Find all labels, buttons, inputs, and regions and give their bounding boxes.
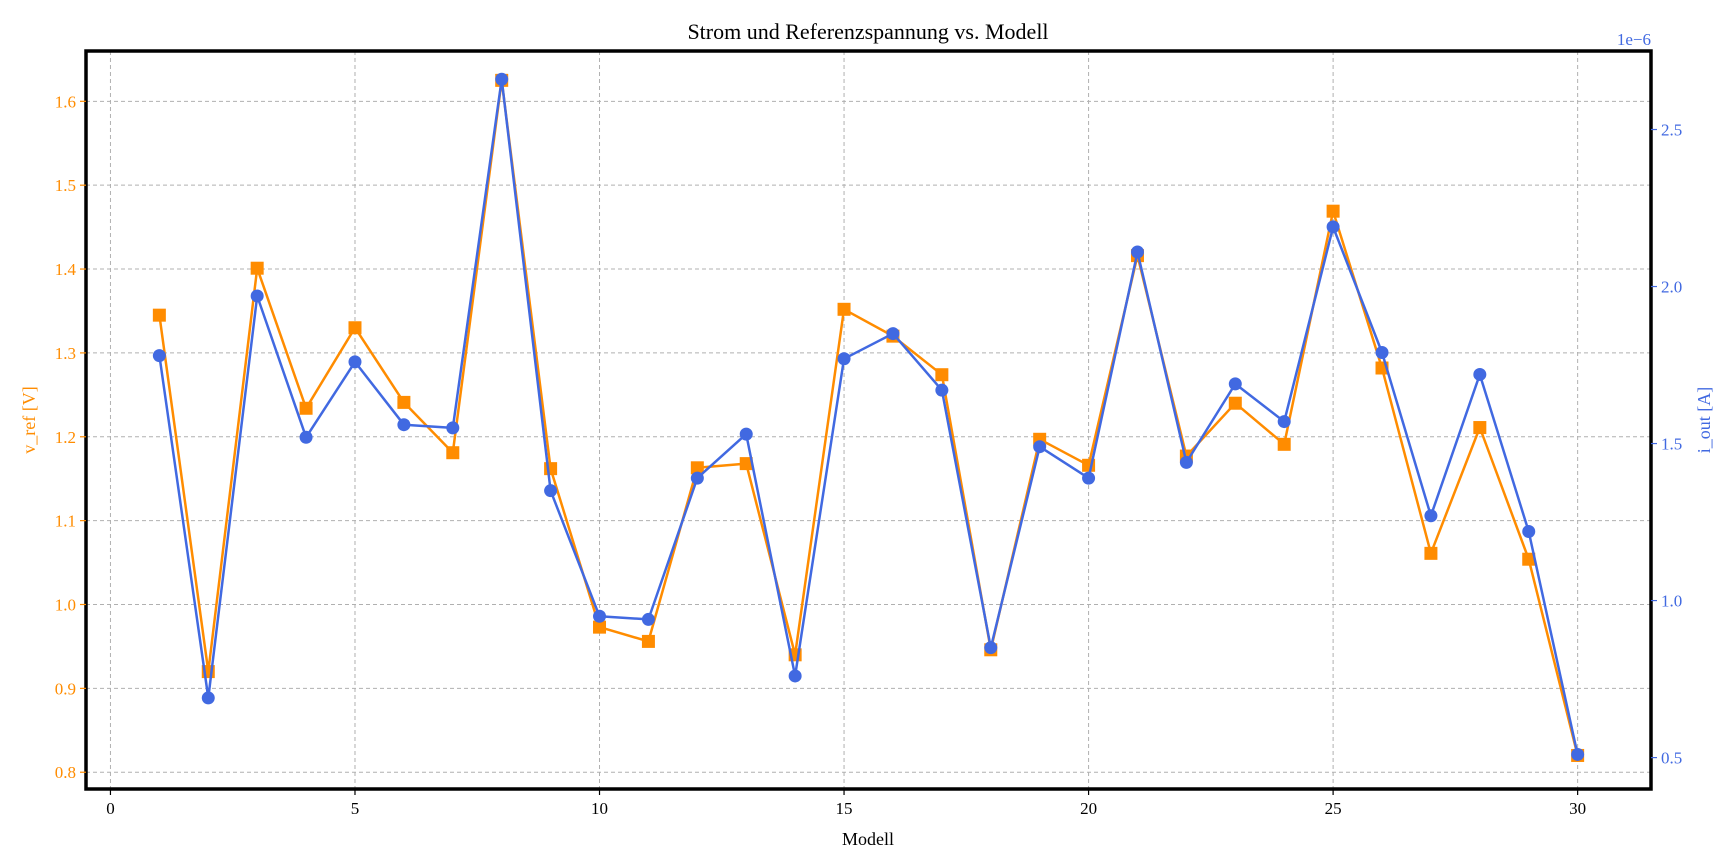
series-left-point: [446, 446, 460, 460]
series-left-point: [299, 401, 313, 415]
y-left-tick-label: 1.1: [55, 512, 76, 531]
series-left-point: [690, 461, 704, 475]
series-left-point: [348, 321, 362, 335]
series-right-point: [1130, 245, 1144, 259]
series-right-point: [1326, 220, 1340, 234]
x-tick-label: 15: [836, 799, 853, 818]
y-left-tick-label: 0.9: [55, 679, 76, 698]
y-left-tick-label: 1.5: [55, 176, 76, 195]
y-right-tick-label: 1.0: [1661, 592, 1682, 611]
right-axis-offset-label: 1e−6: [1617, 30, 1651, 49]
series-left-point: [250, 261, 264, 275]
chart-title: Strom und Referenzspannung vs. Modell: [687, 19, 1048, 44]
series-right-point: [837, 352, 851, 366]
series-left-point: [1326, 204, 1340, 218]
series-right-point: [1277, 415, 1291, 429]
series-right-point: [641, 612, 655, 626]
y-left-tick-label: 1.3: [55, 344, 76, 363]
series-right-point: [544, 484, 558, 498]
series-left-point: [1277, 437, 1291, 451]
series-right-point: [201, 691, 215, 705]
series-right-line: [158, 78, 1579, 755]
y-right-tick-label: 2.5: [1661, 121, 1682, 140]
series-layer: [152, 72, 1585, 762]
series-left-point: [935, 368, 949, 382]
y-left-tick-label: 1.6: [55, 92, 76, 111]
series-right-point: [1375, 345, 1389, 359]
series-right-point: [788, 669, 802, 683]
series-left-point: [544, 462, 558, 476]
series-right-point: [495, 72, 509, 86]
y-right-tick-label: 1.5: [1661, 435, 1682, 454]
series-right-point: [250, 289, 264, 303]
series-right-point: [984, 641, 998, 655]
series-right-point: [1033, 440, 1047, 454]
series-right-point: [1571, 747, 1585, 761]
series-right-point: [1082, 471, 1096, 485]
y-axis-left-label: v_ref [V]: [19, 386, 39, 453]
series-left-point: [1522, 552, 1536, 566]
y-right-tick-label: 0.5: [1661, 749, 1682, 768]
x-tick-label: 10: [591, 799, 608, 818]
ticks: 0 5 10 15 20 25 30 0.8 0.9 1.0 1.1 1.2 1.3 1.4 1.5 1.6 0…: [55, 92, 1683, 818]
series-left-line: [158, 79, 1579, 756]
x-tick-label: 25: [1325, 799, 1342, 818]
y-right-tick-label: 2.0: [1661, 278, 1682, 297]
x-tick-label: 5: [351, 799, 360, 818]
series-right-point: [593, 609, 607, 623]
series-right-point: [299, 430, 313, 444]
y-axis-right-label: i_out [A]: [1694, 387, 1714, 454]
series-left-point: [1424, 546, 1438, 560]
series-left-point: [397, 395, 411, 409]
series-right-point: [152, 349, 166, 363]
series-left-point: [593, 620, 607, 634]
series-right-point: [446, 421, 460, 435]
x-tick-label: 30: [1569, 799, 1586, 818]
series-right-point: [1424, 509, 1438, 523]
series-right-point: [1522, 524, 1536, 538]
series-right-point: [1473, 367, 1487, 381]
series-right-point: [1179, 455, 1193, 469]
series-right-point: [397, 418, 411, 432]
y-left-tick-label: 1.0: [55, 596, 76, 615]
x-tick-label: 0: [106, 799, 115, 818]
plot-frame: [84, 49, 1653, 791]
series-right-point: [886, 327, 900, 341]
series-left-point: [152, 308, 166, 322]
x-axis-label: Modell: [842, 829, 894, 849]
y-left-tick-label: 0.8: [55, 763, 76, 782]
series-right-point: [348, 355, 362, 369]
grid: [86, 51, 1651, 789]
y-left-tick-label: 1.4: [55, 260, 77, 279]
series-left-point: [641, 634, 655, 648]
x-tick-label: 20: [1080, 799, 1097, 818]
series-left-point: [837, 302, 851, 316]
series-right-point: [690, 471, 704, 485]
series-right-point: [935, 383, 949, 397]
series-right-point: [739, 427, 753, 441]
y-left-tick-label: 1.2: [55, 428, 76, 447]
series-left-point: [739, 457, 753, 471]
series-right-point: [1228, 377, 1242, 391]
series-left-point: [1228, 396, 1242, 410]
series-left-point: [1473, 421, 1487, 435]
